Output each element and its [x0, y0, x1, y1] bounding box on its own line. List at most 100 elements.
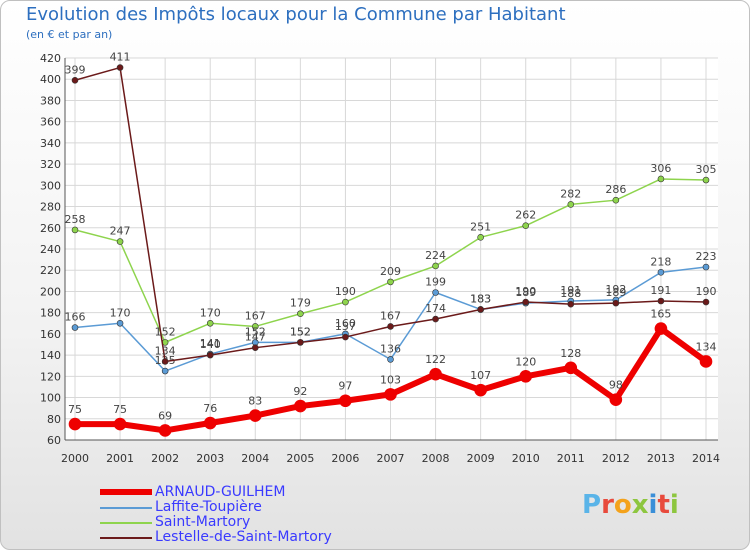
y-tick-label: 180 [40, 307, 61, 320]
data-label: 282 [560, 187, 581, 200]
data-point [206, 319, 214, 327]
data-label: 152 [155, 325, 176, 338]
data-label: 411 [110, 51, 131, 64]
logo-letter: i [648, 490, 658, 520]
data-label: 140 [200, 338, 221, 351]
data-label: 286 [605, 183, 626, 196]
x-tick-label: 2008 [422, 452, 450, 465]
data-point [251, 323, 259, 330]
data-point [297, 339, 304, 346]
data-point [474, 383, 487, 397]
x-tick-label: 2006 [331, 452, 359, 465]
data-label: 136 [380, 342, 401, 355]
data-label: 218 [650, 255, 671, 268]
data-point [71, 76, 79, 84]
data-point [432, 262, 439, 270]
data-label: 189 [515, 286, 536, 299]
data-label: 190 [515, 285, 536, 298]
y-tick-label: 160 [40, 328, 61, 341]
data-point [567, 201, 575, 208]
legend-label: ARNAUD-GUILHEM [155, 484, 286, 500]
data-label: 262 [515, 209, 536, 222]
y-tick-label: 400 [40, 73, 61, 86]
x-tick-label: 2002 [151, 452, 179, 465]
data-label: 170 [200, 306, 221, 319]
x-tick-label: 2005 [286, 452, 314, 465]
data-label: 83 [248, 395, 262, 408]
chart-subtitle: (en € et par an) [26, 28, 113, 41]
data-point [432, 289, 439, 296]
data-point [432, 315, 439, 323]
y-tick-label: 100 [40, 392, 61, 405]
logo-letter: x [631, 490, 649, 520]
data-label: 103 [380, 373, 401, 386]
data-label: 167 [245, 309, 266, 322]
logo-letter: o [613, 490, 632, 520]
data-label: 152 [245, 325, 266, 338]
y-tick-label: 260 [40, 222, 61, 235]
data-label: 152 [290, 325, 311, 338]
legend-swatch [100, 522, 152, 524]
x-tick-label: 2012 [602, 452, 630, 465]
y-tick-label: 200 [40, 285, 61, 298]
x-tick-label: 2014 [692, 452, 720, 465]
data-label: 141 [200, 337, 221, 350]
data-label: 167 [380, 309, 401, 322]
data-point [702, 176, 710, 184]
data-label: 399 [65, 63, 86, 76]
data-point [477, 306, 484, 313]
legend-swatch [100, 537, 152, 539]
data-point [702, 263, 710, 271]
legend-swatch [100, 489, 152, 495]
data-label: 122 [425, 353, 446, 366]
data-point [203, 416, 217, 430]
data-point [251, 344, 259, 351]
logo-letter: r [601, 490, 614, 520]
legend-label: Lestelle-de-Saint-Martory [155, 529, 332, 545]
data-point [68, 417, 82, 431]
data-label: 75 [68, 403, 82, 416]
data-point [342, 298, 349, 306]
data-label: 76 [203, 402, 217, 415]
data-point [294, 399, 307, 413]
data-label: 174 [425, 302, 446, 315]
y-tick-label: 300 [40, 179, 61, 192]
y-tick-label: 120 [40, 370, 61, 383]
data-point [342, 333, 349, 341]
logo-letter: t [657, 490, 670, 520]
data-label: 157 [335, 320, 356, 333]
data-label: 192 [605, 283, 626, 296]
data-label: 189 [605, 286, 626, 299]
y-tick-label: 340 [40, 137, 61, 150]
legend-label: Saint-Martory [155, 514, 251, 530]
proxiti-logo: Proxiti [582, 490, 679, 520]
data-label: 224 [425, 249, 446, 262]
data-point [387, 356, 394, 363]
y-tick-label: 60 [47, 434, 61, 447]
y-tick-label: 220 [40, 264, 61, 277]
data-label: 191 [650, 284, 671, 297]
data-label: 306 [650, 162, 671, 175]
data-point [564, 361, 578, 375]
data-label: 98 [609, 379, 623, 392]
data-label: 183 [470, 292, 491, 305]
data-point [654, 322, 668, 335]
data-point [387, 323, 394, 330]
data-label: 134 [696, 340, 717, 353]
data-label: 179 [290, 297, 311, 310]
x-tick-label: 2004 [241, 452, 269, 465]
data-point [384, 388, 397, 401]
y-tick-label: 280 [40, 201, 61, 214]
data-label: 166 [65, 311, 86, 324]
data-label: 223 [696, 250, 717, 263]
y-tick-label: 140 [40, 349, 61, 362]
data-label: 147 [245, 331, 266, 344]
data-point [387, 278, 394, 286]
data-label: 305 [696, 163, 717, 176]
data-point [702, 298, 710, 306]
x-tick-label: 2009 [467, 452, 495, 465]
data-point [116, 64, 124, 71]
data-point [161, 367, 169, 375]
data-point [612, 196, 620, 204]
data-point [113, 417, 127, 431]
